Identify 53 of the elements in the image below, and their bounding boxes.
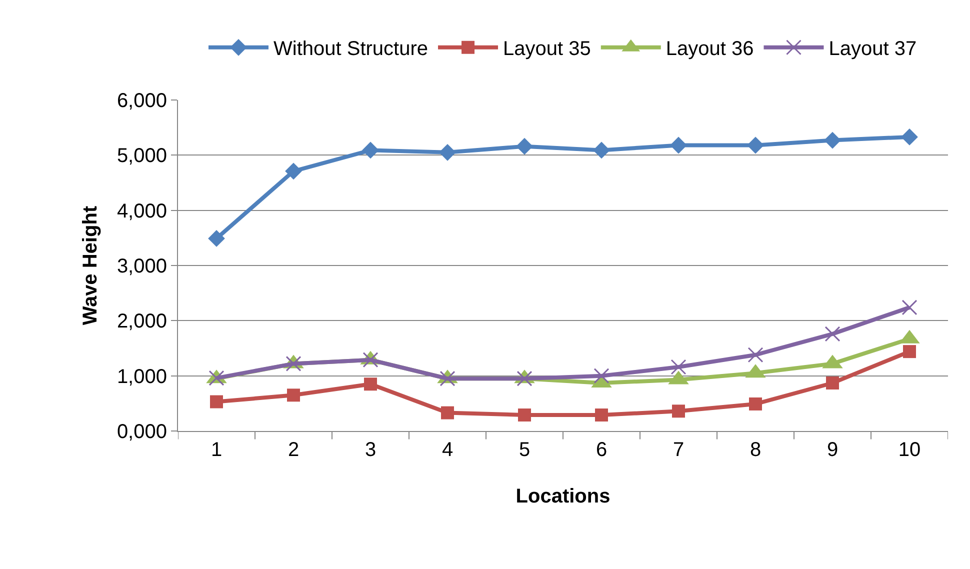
y-tick-label: 4,000 xyxy=(116,200,167,222)
point xyxy=(749,397,762,410)
x-axis-title: Locations xyxy=(516,486,610,508)
point xyxy=(902,300,918,316)
y-axis-title: Wave Height xyxy=(79,206,102,326)
point xyxy=(362,142,379,159)
point xyxy=(439,144,456,161)
point xyxy=(747,136,764,154)
x-tick-label: 5 xyxy=(518,439,530,461)
point xyxy=(441,406,454,420)
point xyxy=(208,370,224,386)
legend-label: Without Structure xyxy=(274,38,428,60)
legend-label: Layout 37 xyxy=(828,38,917,60)
x-tick-label: 9 xyxy=(826,439,838,461)
x-tick-label: 8 xyxy=(750,439,762,461)
point xyxy=(670,136,687,154)
legend-label: Layout 35 xyxy=(503,38,591,60)
y-tick-label: 6,000 xyxy=(116,90,167,112)
point xyxy=(516,138,533,155)
point xyxy=(286,356,302,372)
point xyxy=(748,347,764,363)
point xyxy=(285,162,302,180)
y-tick-label: 1,000 xyxy=(116,366,167,388)
x-tick-label: 10 xyxy=(898,439,921,461)
x-tick-label: 1 xyxy=(210,439,222,461)
point xyxy=(672,404,685,418)
point xyxy=(210,395,223,408)
point xyxy=(595,408,608,422)
point xyxy=(824,326,840,342)
x-tick-label: 3 xyxy=(364,439,376,461)
x-tick-label: 6 xyxy=(596,439,608,461)
point xyxy=(208,230,225,247)
y-tick-label: 0,000 xyxy=(116,421,167,443)
point xyxy=(287,388,300,402)
point xyxy=(593,142,610,159)
point xyxy=(518,408,531,422)
y-tick-label: 2,000 xyxy=(116,310,167,333)
point xyxy=(824,132,841,149)
point xyxy=(903,345,916,358)
x-tick-label: 7 xyxy=(672,439,684,461)
point xyxy=(440,370,456,386)
point xyxy=(901,128,918,146)
point xyxy=(826,376,839,390)
point xyxy=(516,370,532,386)
legend-label: Layout 36 xyxy=(666,38,754,60)
y-tick-label: 3,000 xyxy=(116,256,167,278)
y-tick-label: 5,000 xyxy=(116,145,167,168)
point xyxy=(670,359,686,375)
x-tick-label: 4 xyxy=(442,439,454,461)
x-tick-label: 2 xyxy=(288,439,300,461)
point xyxy=(362,352,378,368)
point xyxy=(364,378,377,391)
point xyxy=(594,368,610,384)
